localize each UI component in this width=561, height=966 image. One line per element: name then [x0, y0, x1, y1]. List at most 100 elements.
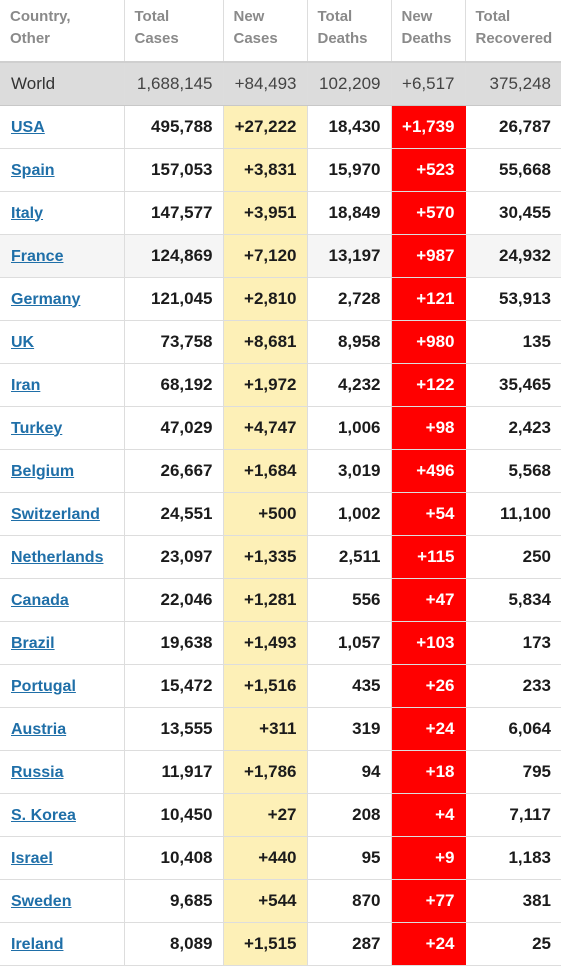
country-link[interactable]: Switzerland [11, 505, 100, 523]
world-total-cases: 1,688,145 [124, 62, 224, 106]
country-link[interactable]: Israel [11, 849, 53, 867]
new-cases-cell: +27,222 [223, 105, 308, 149]
total-cases-cell: 124,869 [124, 234, 224, 278]
total-deaths-cell: 15,970 [307, 148, 392, 192]
header-new-deaths[interactable]: New Deaths [391, 0, 466, 63]
country-link[interactable]: Portugal [11, 677, 76, 695]
country-cell: Iran [0, 363, 125, 407]
country-link[interactable]: USA [11, 118, 45, 136]
country-cell: Spain [0, 148, 125, 192]
header-total-recovered[interactable]: Total Recovered [465, 0, 561, 63]
total-deaths-cell: 287 [307, 922, 392, 966]
total-recovered-cell: 35,465 [465, 363, 561, 407]
new-deaths-cell: +4 [391, 793, 466, 837]
new-cases-cell: +2,810 [223, 277, 308, 321]
new-cases-cell: +4,747 [223, 406, 308, 450]
total-deaths-cell: 556 [307, 578, 392, 622]
country-link[interactable]: S. Korea [11, 806, 76, 824]
country-link[interactable]: Italy [11, 204, 44, 222]
header-new-cases[interactable]: New Cases [223, 0, 308, 63]
new-deaths-cell: +24 [391, 707, 466, 751]
total-recovered-cell: 25 [465, 922, 561, 966]
country-link[interactable]: Ireland [11, 935, 64, 953]
new-deaths-cell: +9 [391, 836, 466, 880]
country-link[interactable]: Belgium [11, 462, 75, 480]
table-row: Turkey 47,029 +4,747 1,006 +98 2,423 [0, 406, 561, 450]
new-deaths-cell: +1,739 [391, 105, 466, 149]
total-deaths-cell: 1,057 [307, 621, 392, 665]
country-link[interactable]: Netherlands [11, 548, 104, 566]
table-row: Switzerland 24,551 +500 1,002 +54 11,100 [0, 492, 561, 536]
new-cases-cell: +27 [223, 793, 308, 837]
new-cases-cell: +1,515 [223, 922, 308, 966]
table-row: Spain 157,053 +3,831 15,970 +523 55,668 [0, 148, 561, 192]
country-link[interactable]: UK [11, 333, 35, 351]
table-row: USA 495,788 +27,222 18,430 +1,739 26,787 [0, 105, 561, 149]
country-link[interactable]: Sweden [11, 892, 72, 910]
new-cases-cell: +1,516 [223, 664, 308, 708]
table-row: Brazil 19,638 +1,493 1,057 +103 173 [0, 621, 561, 665]
country-link[interactable]: France [11, 247, 64, 265]
header-country[interactable]: Country, Other [0, 0, 125, 63]
new-deaths-cell: +121 [391, 277, 466, 321]
new-deaths-cell: +98 [391, 406, 466, 450]
country-cell: Austria [0, 707, 125, 751]
new-deaths-cell: +47 [391, 578, 466, 622]
table-row: Israel 10,408 +440 95 +9 1,183 [0, 836, 561, 880]
country-cell: Brazil [0, 621, 125, 665]
country-cell: Netherlands [0, 535, 125, 579]
new-cases-cell: +440 [223, 836, 308, 880]
country-link[interactable]: Russia [11, 763, 64, 781]
new-deaths-cell: +54 [391, 492, 466, 536]
world-new-cases: +84,493 [223, 62, 308, 106]
total-cases-cell: 22,046 [124, 578, 224, 622]
total-cases-cell: 157,053 [124, 148, 224, 192]
total-deaths-cell: 2,728 [307, 277, 392, 321]
table-row: Sweden 9,685 +544 870 +77 381 [0, 879, 561, 923]
country-cell: Canada [0, 578, 125, 622]
total-recovered-cell: 135 [465, 320, 561, 364]
total-cases-cell: 47,029 [124, 406, 224, 450]
country-link[interactable]: Germany [11, 290, 81, 308]
new-cases-cell: +311 [223, 707, 308, 751]
country-link[interactable]: Spain [11, 161, 55, 179]
new-deaths-cell: +18 [391, 750, 466, 794]
country-cell: Sweden [0, 879, 125, 923]
total-cases-cell: 15,472 [124, 664, 224, 708]
country-cell: USA [0, 105, 125, 149]
country-cell: Italy [0, 191, 125, 235]
total-cases-cell: 26,667 [124, 449, 224, 493]
total-deaths-cell: 319 [307, 707, 392, 751]
total-deaths-cell: 95 [307, 836, 392, 880]
world-label: World [0, 62, 125, 106]
table-row: France 124,869 +7,120 13,197 +987 24,932 [0, 234, 561, 278]
total-deaths-cell: 18,849 [307, 191, 392, 235]
country-link[interactable]: Turkey [11, 419, 63, 437]
new-deaths-cell: +115 [391, 535, 466, 579]
table-row: S. Korea 10,450 +27 208 +4 7,117 [0, 793, 561, 837]
country-link[interactable]: Brazil [11, 634, 55, 652]
total-deaths-cell: 1,006 [307, 406, 392, 450]
total-cases-cell: 68,192 [124, 363, 224, 407]
total-cases-cell: 495,788 [124, 105, 224, 149]
header-total-deaths[interactable]: Total Deaths [307, 0, 392, 63]
new-cases-cell: +1,493 [223, 621, 308, 665]
header-total-cases[interactable]: Total Cases [124, 0, 224, 63]
total-cases-cell: 13,555 [124, 707, 224, 751]
total-cases-cell: 8,089 [124, 922, 224, 966]
country-link[interactable]: Canada [11, 591, 69, 609]
total-cases-cell: 121,045 [124, 277, 224, 321]
country-link[interactable]: Iran [11, 376, 41, 394]
total-deaths-cell: 435 [307, 664, 392, 708]
total-recovered-cell: 30,455 [465, 191, 561, 235]
new-cases-cell: +1,972 [223, 363, 308, 407]
total-deaths-cell: 2,511 [307, 535, 392, 579]
new-cases-cell: +8,681 [223, 320, 308, 364]
new-deaths-cell: +523 [391, 148, 466, 192]
country-cell: UK [0, 320, 125, 364]
table-row: Canada 22,046 +1,281 556 +47 5,834 [0, 578, 561, 622]
new-cases-cell: +3,951 [223, 191, 308, 235]
country-link[interactable]: Austria [11, 720, 67, 738]
total-recovered-cell: 11,100 [465, 492, 561, 536]
